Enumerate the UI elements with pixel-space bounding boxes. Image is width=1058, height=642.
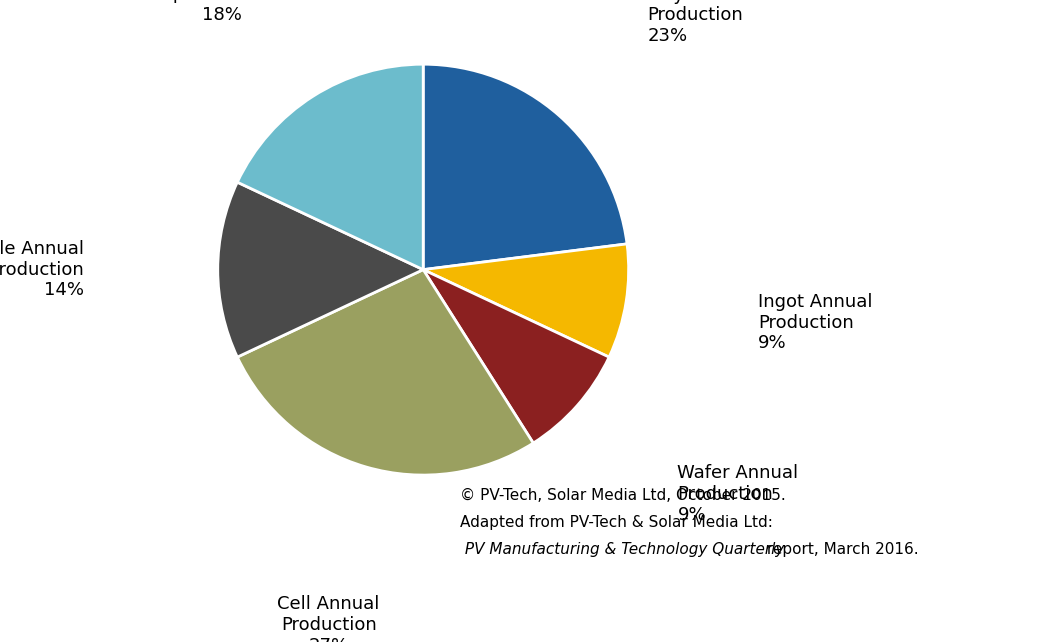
Text: Module Annual
End-Market
Shipments
18%: Module Annual End-Market Shipments 18% bbox=[108, 0, 241, 24]
Wedge shape bbox=[237, 64, 423, 270]
Text: Polysilicon Annual
Production
23%: Polysilicon Annual Production 23% bbox=[647, 0, 809, 45]
Text: Adapted from PV-Tech & Solar Media Ltd:: Adapted from PV-Tech & Solar Media Ltd: bbox=[460, 515, 773, 530]
Wedge shape bbox=[423, 270, 609, 443]
Text: Module Annual
Production
14%: Module Annual Production 14% bbox=[0, 240, 85, 299]
Wedge shape bbox=[423, 64, 627, 270]
Text: Cell Annual
Production
27%: Cell Annual Production 27% bbox=[277, 595, 380, 642]
Wedge shape bbox=[423, 244, 628, 357]
Text: PV Manufacturing & Technology Quarterly: PV Manufacturing & Technology Quarterly bbox=[460, 542, 785, 557]
Wedge shape bbox=[218, 182, 423, 357]
Text: Wafer Annual
Production
9%: Wafer Annual Production 9% bbox=[677, 464, 799, 524]
Text: report, March 2016.: report, March 2016. bbox=[762, 542, 918, 557]
Wedge shape bbox=[237, 270, 533, 475]
Text: © PV-Tech, Solar Media Ltd, October 2015.: © PV-Tech, Solar Media Ltd, October 2015… bbox=[460, 488, 786, 503]
Text: Ingot Annual
Production
9%: Ingot Annual Production 9% bbox=[758, 293, 873, 352]
